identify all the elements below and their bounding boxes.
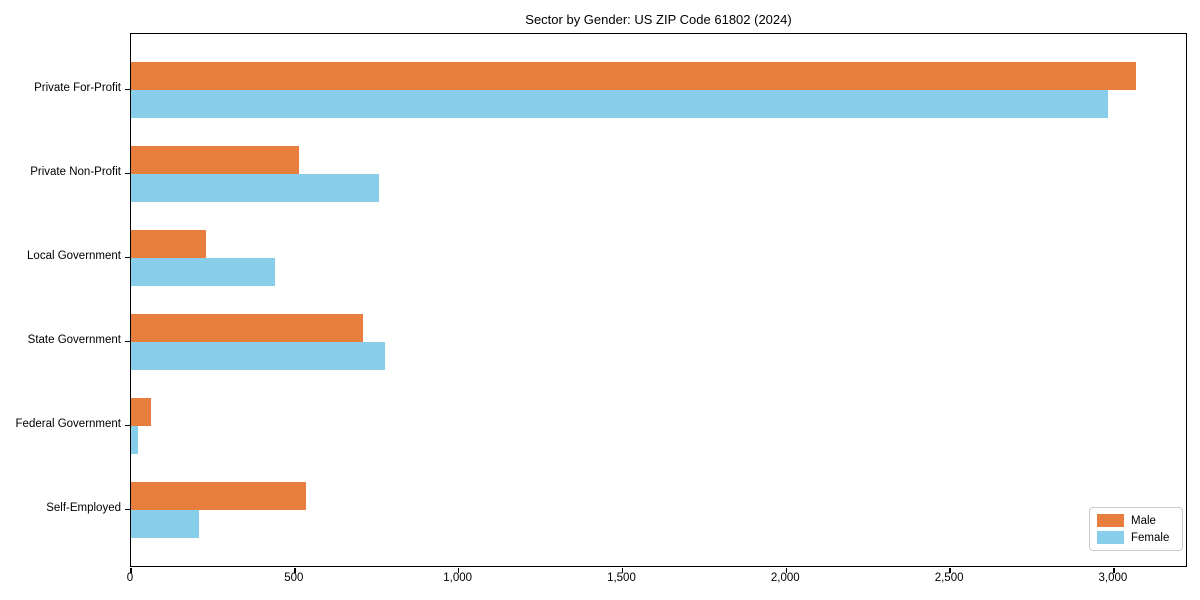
legend-entry-female: Female (1097, 529, 1182, 546)
xtick-label: 0 (126, 572, 134, 584)
xtick-label: 500 (284, 572, 304, 584)
ytick-mark (124, 88, 130, 91)
legend-label-male: Male (1131, 514, 1156, 527)
bar-male-3 (131, 229, 207, 258)
ytick-label: Private For-Profit (34, 81, 121, 94)
bar-male-4 (131, 313, 363, 342)
ytick-mark (124, 340, 130, 343)
legend-entry-male: Male (1097, 512, 1182, 529)
ytick-label: State Government (27, 333, 121, 346)
ytick-label: Self-Employed (46, 501, 121, 514)
xtick-mark (621, 567, 624, 573)
xtick-mark (294, 567, 296, 573)
ytick-mark (124, 424, 130, 427)
ytick-label: Local Government (27, 249, 121, 262)
xtick-label: 1,500 (607, 572, 636, 584)
ytick-mark (124, 172, 130, 175)
bar-female-5 (131, 425, 139, 454)
xtick-mark (785, 567, 788, 573)
plot-area (124, 33, 1187, 573)
xtick-label: 2,500 (934, 572, 964, 584)
xtick-mark (949, 567, 951, 573)
xtick-mark (130, 567, 132, 573)
bar-male-1 (131, 61, 1136, 90)
bar-female-3 (131, 257, 276, 286)
bar-female-2 (131, 173, 379, 202)
xtick-label: 3,000 (1098, 572, 1128, 584)
bar-female-4 (131, 341, 385, 370)
xtick-label: 1,000 (443, 572, 473, 584)
ytick-label: Private Non-Profit (30, 165, 121, 178)
bar-female-1 (131, 89, 1108, 118)
legend: Male Female (1089, 507, 1183, 551)
ytick-label: Federal Government (15, 417, 121, 430)
bar-male-6 (131, 481, 307, 510)
bar-male-5 (131, 397, 152, 426)
ytick-mark (124, 508, 130, 511)
bar-male-2 (131, 145, 300, 174)
xtick-mark (457, 567, 460, 573)
xtick-mark (1113, 567, 1115, 573)
bar-female-6 (131, 509, 199, 538)
legend-label-female: Female (1131, 531, 1170, 544)
ytick-mark (124, 256, 130, 259)
legend-swatch-female (1097, 531, 1124, 544)
xtick-label: 2,000 (770, 572, 800, 584)
legend-swatch-male (1097, 514, 1124, 527)
chart-title: Sector by Gender: US ZIP Code 61802 (202… (525, 12, 792, 27)
